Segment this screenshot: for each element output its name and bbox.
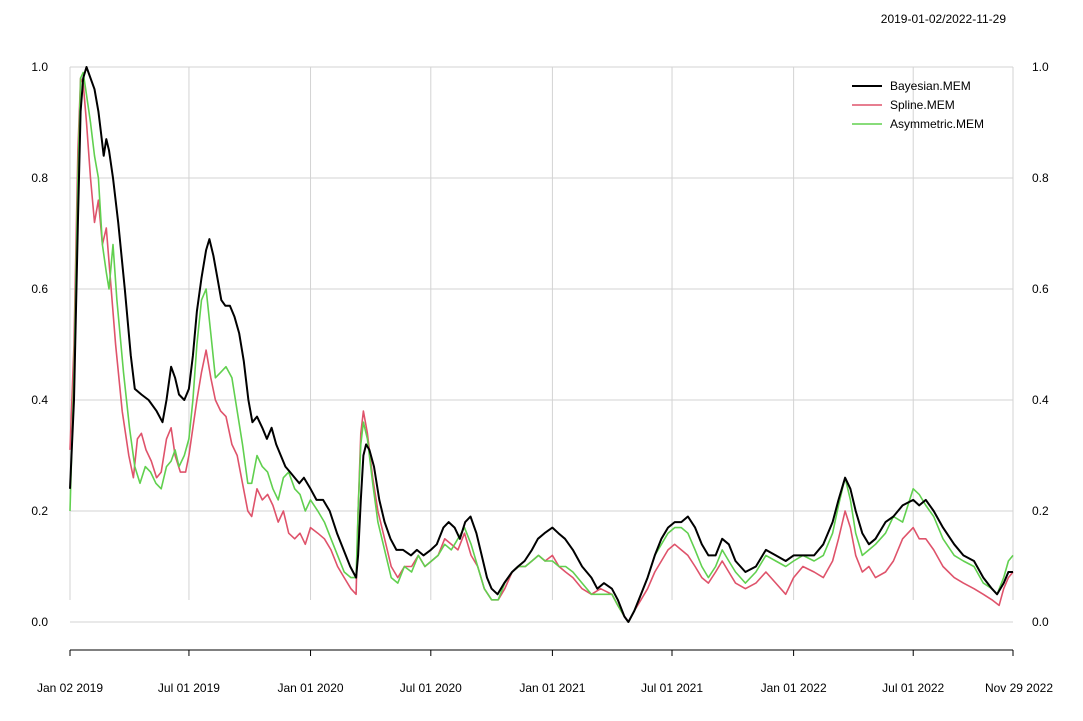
legend: Bayesian.MEM Spline.MEM Asymmetric.MEM (852, 79, 984, 131)
legend-label: Bayesian.MEM (890, 79, 971, 93)
y-tick-label-left: 0.6 (31, 282, 48, 296)
y-tick-label-right: 0.2 (1032, 504, 1049, 518)
x-tick-label: Jul 01 2022 (882, 681, 944, 695)
x-tick-label: Jul 01 2020 (400, 681, 462, 695)
y-tick-label-right: 1.0 (1032, 60, 1049, 74)
y-tick-label-left: 0.2 (31, 504, 48, 518)
series-line-bayesian-mem (69, 66, 1013, 623)
x-axis: Jan 02 2019 Jul 01 2019 Jan 01 2020 Jul 01 … (37, 649, 1053, 695)
y-tick-label-right: 0.8 (1032, 171, 1049, 185)
x-tick-label: Jan 01 2020 (278, 681, 344, 695)
y-tick-label-left: 0.8 (31, 171, 48, 185)
legend-label: Spline.MEM (890, 98, 955, 112)
series-lines (69, 66, 1014, 623)
y-axis-right: 0.0 0.2 0.4 0.6 0.8 1.0 (1032, 60, 1049, 629)
series-line-spline-mem (69, 77, 1014, 623)
legend-label: Asymmetric.MEM (890, 117, 984, 131)
x-tick-label: Jul 01 2019 (158, 681, 220, 695)
y-tick-label-right: 0.4 (1032, 393, 1049, 407)
x-tick-label: Jan 01 2021 (519, 681, 585, 695)
x-tick-label: Jan 01 2022 (761, 681, 827, 695)
series-line-asymmetric-mem (69, 71, 1014, 623)
date-range-title: 2019-01-02/2022-11-29 (881, 12, 1007, 26)
x-tick-label: Jul 01 2021 (641, 681, 703, 695)
x-tick-label: Jan 02 2019 (37, 681, 103, 695)
y-tick-label-left: 0.0 (31, 615, 48, 629)
y-tick-label-right: 0.0 (1032, 615, 1049, 629)
y-tick-label-left: 1.0 (31, 60, 48, 74)
grid (69, 66, 1014, 623)
y-tick-label-right: 0.6 (1032, 282, 1049, 296)
y-axis-left: 0.0 0.2 0.4 0.6 0.8 1.0 (31, 60, 48, 629)
x-tick-label: Nov 29 2022 (985, 681, 1053, 695)
y-tick-label-left: 0.4 (31, 393, 48, 407)
